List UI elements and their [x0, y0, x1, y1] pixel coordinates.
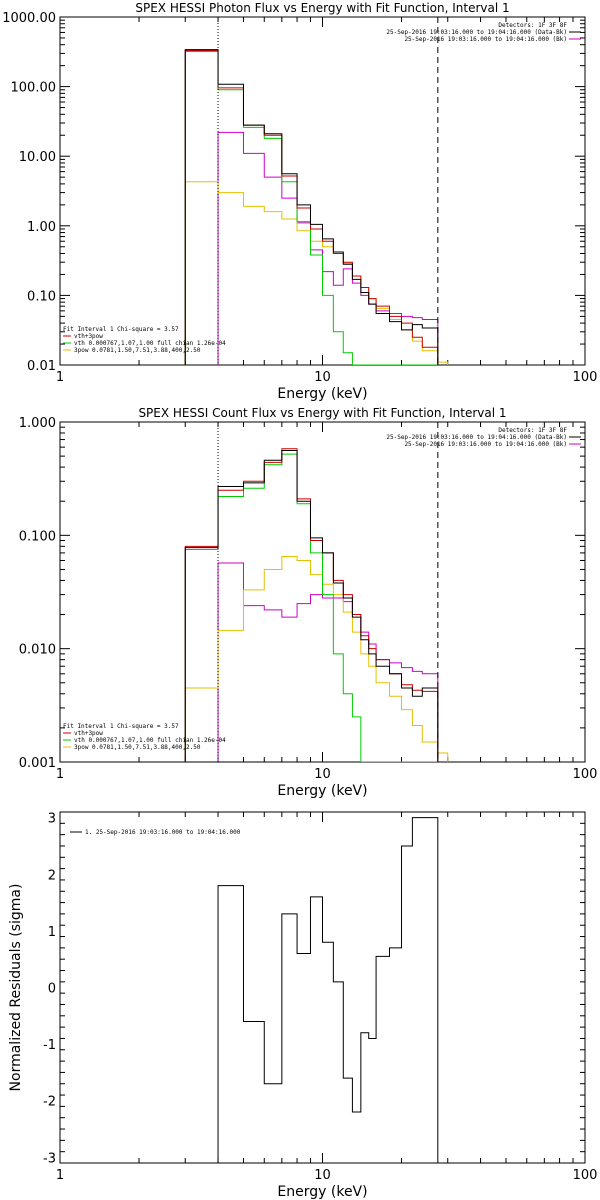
chart2-series-3pow [184, 556, 449, 762]
chart3-series-1-25-sep-2016-19-03-16-000-to-19-04-16-000 [217, 817, 439, 1163]
chart2-title: SPEX HESSI Count Flux vs Energy with Fit… [138, 406, 506, 420]
chart1-xlabel: Energy (keV) [277, 386, 367, 402]
chart2-fit-legend-text: vth+3pow [74, 730, 103, 737]
chart3-ytick-label: 2 [48, 868, 56, 883]
chart3-ytick-label: 0 [48, 982, 56, 997]
chart1-series-data-bk [184, 49, 439, 365]
chart2-xlabel: Energy (keV) [277, 783, 367, 799]
chart3-ytick-label: -1 [43, 1038, 56, 1053]
chart3-ytick-label: -3 [43, 1151, 56, 1166]
chart3-xlabel: Energy (keV) [277, 1184, 367, 1200]
chart3-legend-text: 1. 25-Sep-2016 19:03:16.000 to 19:04:16.… [85, 829, 241, 836]
chart2-ytick-label: 0.100 [19, 529, 56, 544]
chart1-ytick-label: 1000.00 [2, 11, 56, 26]
chart2-fit-legend-text: 3pow 0.0781,1.50,7.51,3.88,400,2.50 [74, 744, 201, 751]
chart2-xtick-label: 100 [573, 767, 598, 782]
chart3-xtick-label: 100 [573, 1168, 598, 1183]
chart1-legend-text: 25-Sep-2016 19:03:16.000 to 19:04:16.000… [404, 36, 567, 43]
chart2-series-bk [217, 562, 439, 762]
chart3-xtick-label: 10 [314, 1168, 331, 1183]
chart1-fit-legend-text: vth 0.000767,1.07,1.00 full chian 1.26e-… [74, 340, 226, 347]
chart2-ytick-label: 0.001 [19, 756, 56, 771]
chart1-fit-legend-text: vth+3pow [74, 333, 103, 340]
chart2-legend-text: 25-Sep-2016 19:03:16.000 to 19:04:16.000… [404, 441, 567, 448]
chart1-ytick-label: 100.00 [11, 81, 57, 96]
chart1-ytick-label: 1.00 [27, 220, 56, 235]
chart3-ytick-label: 3 [48, 812, 56, 827]
chart1-series-vth [184, 50, 438, 365]
chart1-title: SPEX HESSI Photon Flux vs Energy with Fi… [135, 1, 509, 15]
chart2-ytick-label: 1.000 [19, 416, 56, 431]
chart1-fit-legend-text: 3pow 0.0781,1.50,7.51,3.88,400,2.50 [74, 347, 201, 354]
chart3-ytick-label: -2 [43, 1095, 56, 1110]
chart2-fit-legend-text: Fit Interval 1 Chi-square = 3.57 [63, 723, 179, 730]
chart3-ylabel: Normalized Residuals (sigma) [8, 884, 24, 1092]
chart1-fit-legend-text: Fit Interval 1 Chi-square = 3.57 [63, 326, 179, 333]
chart2-xtick-label: 10 [314, 767, 331, 782]
chart2-series-vth-3pow [184, 448, 439, 762]
chart1-legend-text: Detectors: 1F 3F 8F [498, 22, 567, 29]
chart3-ytick-label: 1 [48, 925, 56, 940]
chart2-legend-text: 25-Sep-2016 19:03:16.000 to 19:04:16.000… [386, 434, 567, 441]
chart1-series-3pow [184, 181, 449, 365]
chart1-ytick-label: 10.00 [19, 150, 56, 165]
chart1-plot-frame [59, 16, 586, 366]
chart3-plot-frame [59, 811, 586, 1164]
chart1-xtick-label: 100 [573, 370, 598, 385]
chart1-series-bk [217, 131, 439, 365]
chart2-series-vth [184, 453, 438, 762]
chart2-series-data-bk [184, 450, 439, 762]
chart2-ytick-label: 0.010 [19, 643, 56, 658]
chart1-ytick-label: 0.01 [27, 359, 56, 374]
chart1-legend-text: 25-Sep-2016 19:03:16.000 to 19:04:16.000… [386, 29, 567, 36]
chart1-series-vth-3pow [184, 50, 439, 365]
chart2-legend-text: Detectors: 1F 3F 8F [498, 427, 567, 434]
chart1-xtick-label: 10 [314, 370, 331, 385]
chart1-xtick-label: 1 [56, 370, 64, 385]
chart3-xtick-label: 1 [56, 1168, 64, 1183]
chart2-fit-legend-text: vth 0.000767,1.07,1.00 full chian 1.26e-… [74, 737, 226, 744]
chart2-xtick-label: 1 [56, 767, 64, 782]
chart1-ytick-label: 0.10 [27, 289, 56, 304]
